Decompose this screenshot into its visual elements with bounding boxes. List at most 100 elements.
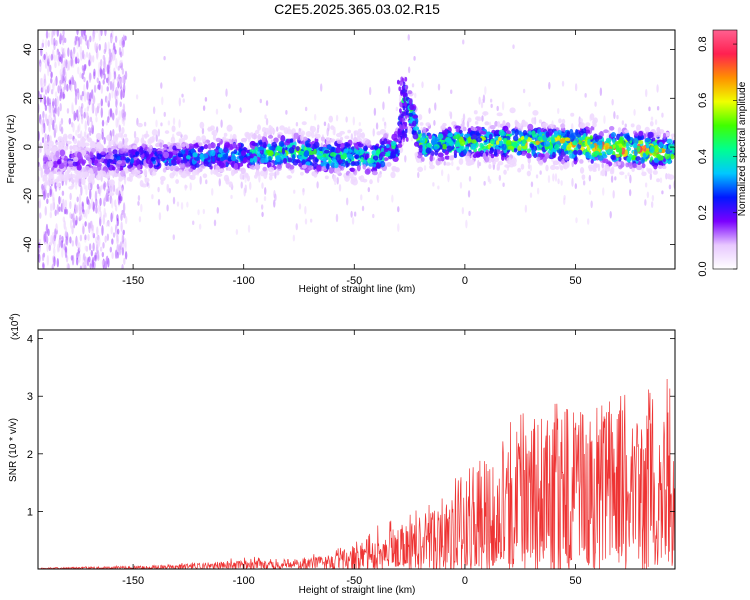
heatmap-cell: [640, 157, 645, 164]
heatmap-cell: [665, 148, 671, 155]
heatmap-cell: [121, 240, 125, 249]
heatmap-cell: [46, 242, 49, 253]
heatmap-cell: [471, 127, 478, 132]
heatmap-cell: [628, 189, 632, 197]
heatmap-cell: [167, 148, 174, 153]
heatmap-cell: [80, 51, 83, 61]
heatmap-cell: [261, 182, 264, 189]
heatmap-cell: [143, 168, 148, 177]
heatmap-cell: [624, 123, 627, 128]
heatmap-cell: [268, 124, 272, 131]
heatmap-cell: [101, 260, 105, 266]
heatmap-cell: [476, 137, 483, 143]
heatmap-cell: [46, 192, 50, 198]
heatmap-cell: [85, 185, 88, 196]
heatmap-cell: [383, 138, 388, 145]
heatmap-cell: [647, 131, 654, 139]
heatmap-cell: [522, 88, 526, 94]
heatmap-cell: [166, 165, 171, 170]
heatmap-cell: [650, 116, 654, 121]
heatmap-cell: [152, 106, 156, 115]
heatmap-cell: [450, 89, 453, 95]
heatmap-cell: [163, 56, 166, 61]
heatmap-cell: [386, 162, 392, 167]
heatmap-cell: [205, 179, 208, 185]
heatmap-cell: [443, 161, 446, 166]
heatmap-cell: [481, 115, 484, 122]
heatmap-cell: [399, 81, 403, 86]
heatmap-cell: [467, 117, 472, 123]
heatmap-cell: [102, 147, 107, 153]
heatmap-cell: [305, 161, 311, 166]
heatmap-cell: [163, 111, 166, 117]
heatmap-cell: [93, 71, 96, 80]
heatmap-cell: [103, 59, 106, 71]
heatmap-cell: [40, 48, 43, 57]
heatmap-cell: [545, 131, 550, 138]
heatmap-cell: [452, 135, 459, 140]
heatmap-cell: [404, 155, 407, 163]
heatmap-cell: [96, 183, 100, 190]
heatmap-cell: [635, 156, 641, 162]
heatmap-cell: [463, 133, 469, 138]
heatmap-cell: [58, 206, 61, 212]
heatmap-cell: [86, 256, 90, 267]
heatmap-cell: [488, 133, 493, 140]
heatmap-cell: [201, 127, 205, 135]
heatmap-cell: [670, 153, 675, 160]
heatmap-cell: [374, 145, 379, 150]
heatmap-cell: [137, 194, 141, 202]
heatmap-cell: [657, 165, 663, 169]
snr-y-ticks: 1 2 3 4: [27, 334, 675, 518]
heatmap-cell: [59, 103, 62, 112]
heatmap-cell: [326, 144, 332, 150]
heatmap-cell: [260, 157, 266, 164]
heatmap-cell: [69, 192, 72, 201]
heatmap-cell: [99, 188, 102, 194]
heatmap-cell: [407, 127, 413, 135]
heatmap-cell: [421, 81, 424, 89]
heatmap-cell: [144, 151, 150, 158]
heatmap-cell: [51, 201, 55, 211]
heatmap-cell: [473, 110, 478, 115]
heatmap-cell: [91, 104, 94, 113]
heatmap-cell: [74, 56, 78, 65]
heatmap-cell: [65, 208, 69, 215]
heatmap-cell: [87, 182, 91, 191]
heatmap-cell: [90, 143, 95, 148]
heatmap-cell: [123, 257, 126, 265]
heatmap-cell: [490, 153, 495, 159]
heatmap-cell: [162, 167, 167, 173]
heatmap-cell: [44, 205, 47, 216]
heatmap-cell: [368, 86, 372, 96]
heatmap-cell: [56, 30, 59, 37]
heatmap-cell: [87, 116, 91, 126]
heatmap-cell: [310, 131, 315, 139]
heatmap-cell: [54, 209, 57, 217]
heatmap-cell: [265, 118, 269, 126]
heatmap-cell: [286, 175, 293, 179]
x-tick-label: -100: [233, 575, 255, 587]
heatmap-cell: [390, 171, 396, 179]
heatmap-cell: [447, 173, 450, 183]
heatmap-cell: [88, 243, 92, 251]
heatmap-cell: [42, 110, 45, 119]
heatmap-cell: [114, 35, 118, 43]
heatmap-cell: [78, 242, 81, 252]
heatmap-cell: [353, 211, 357, 217]
heatmap-cell: [304, 218, 308, 225]
heatmap-cell: [82, 262, 85, 269]
heatmap-cell: [456, 166, 460, 171]
heatmap-cell: [480, 130, 487, 135]
heatmap-cell: [168, 187, 172, 194]
heatmap-cell: [574, 83, 578, 92]
heatmap-cell: [232, 142, 237, 149]
heatmap-cell: [230, 155, 237, 162]
heatmap-cell: [39, 212, 42, 219]
heatmap-cell: [59, 32, 62, 44]
heatmap-cell: [357, 143, 364, 148]
heatmap-cell: [301, 130, 306, 136]
heatmap-cell: [103, 136, 106, 145]
heatmap-cell: [642, 152, 647, 159]
heatmap-cell: [99, 210, 102, 220]
